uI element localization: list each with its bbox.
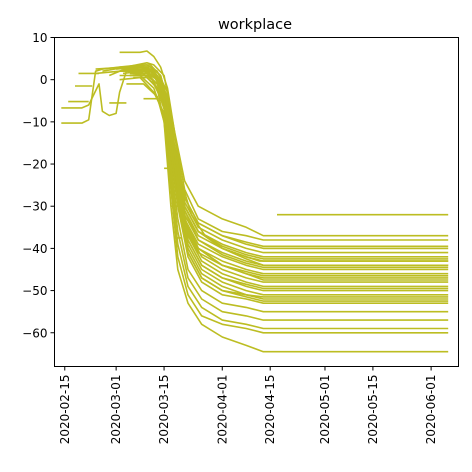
y-tick-label-7: −60 (22, 326, 47, 340)
x-tick-label-4: 2020-04-15 (263, 375, 277, 445)
x-tick-label-3: 2020-04-01 (215, 375, 229, 445)
x-tick-label-5: 2020-05-01 (318, 375, 332, 445)
y-tick-label-5: −40 (22, 242, 47, 256)
y-tick-label-0: 10 (32, 31, 47, 45)
y-tick-label-2: −10 (22, 115, 47, 129)
y-tick-label-4: −30 (22, 200, 47, 214)
x-tick-label-7: 2020-06-01 (424, 375, 438, 445)
x-tick-label-0: 2020-02-15 (58, 375, 72, 445)
y-tick-label-1: 0 (40, 73, 48, 87)
chart-title: workplace (218, 17, 292, 33)
y-axis: 10 0 −10 −20 −30 −40 −50 −60 (22, 31, 54, 340)
x-axis: 2020-02-15 2020-03-01 2020-03-15 2020-04-01… (58, 367, 438, 445)
x-tick-label-1: 2020-03-01 (109, 375, 123, 445)
series-layer (61, 51, 448, 352)
plot-frame (55, 38, 459, 367)
y-tick-label-3: −20 (22, 158, 47, 172)
x-tick-label-2: 2020-03-15 (157, 375, 171, 445)
y-tick-label-6: −50 (22, 284, 47, 298)
x-tick-label-6: 2020-05-15 (366, 375, 380, 445)
